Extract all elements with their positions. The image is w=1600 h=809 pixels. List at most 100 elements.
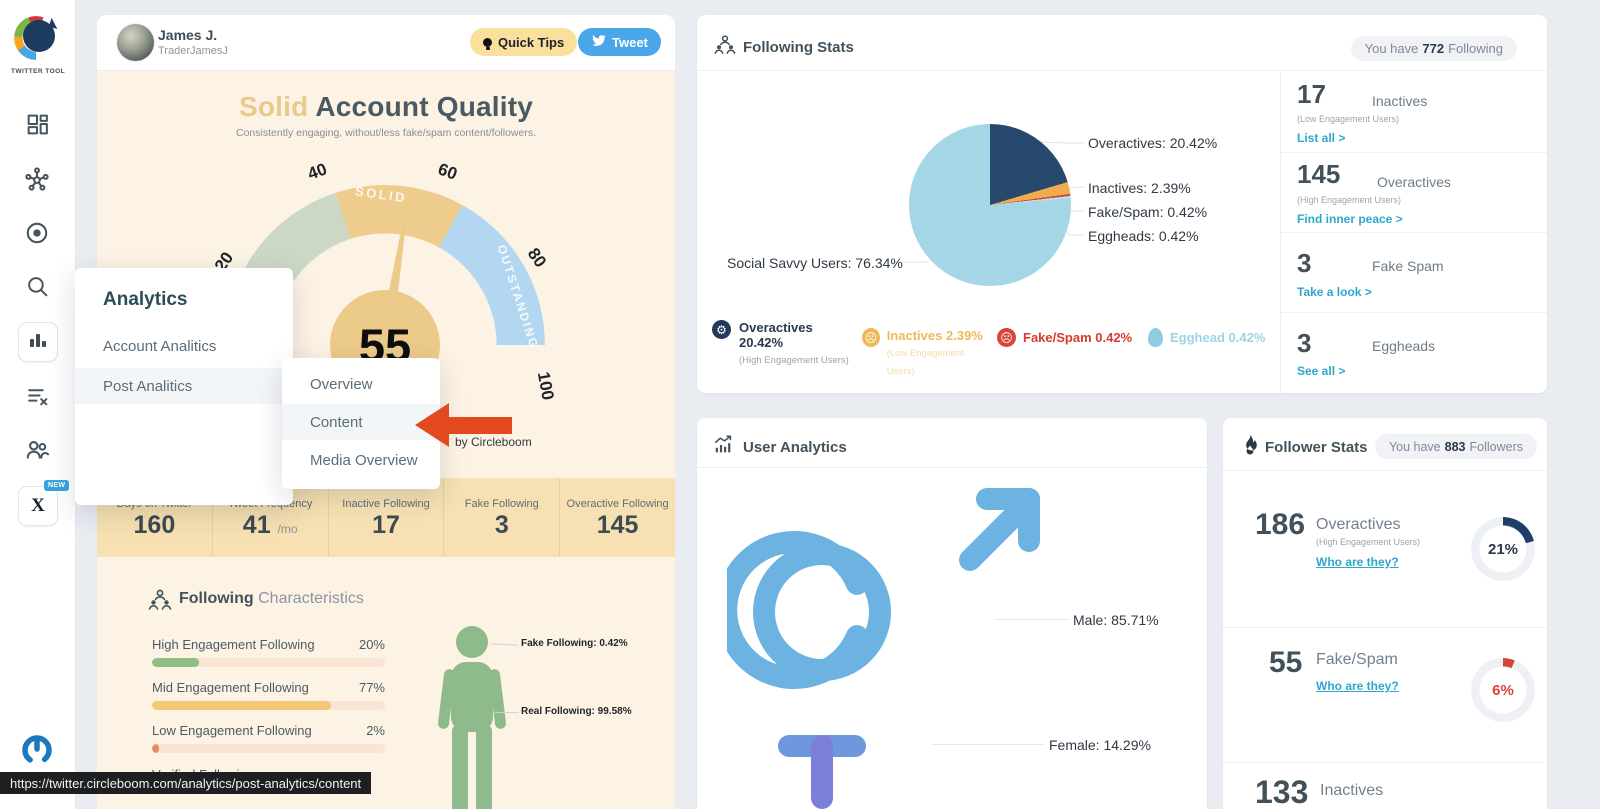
bar-track-mid — [152, 701, 385, 710]
tweet-label: Tweet — [612, 34, 648, 50]
sidebar-item-users[interactable] — [18, 432, 56, 470]
browser-status-bar: https://twitter.circleboom.com/analytics… — [0, 772, 372, 794]
profile-header: James J. TraderJamesJ Quick Tips Tweet — [97, 15, 675, 71]
quality-grade-word: Solid — [238, 91, 309, 122]
pie-label-eggheads: Eggheads: 0.42% — [1088, 228, 1199, 244]
find-inner-peace-link[interactable]: Find inner peace > — [1297, 212, 1403, 226]
callout-line-real — [495, 712, 519, 713]
bar-row-mid: Mid Engagement Following 77% — [152, 680, 385, 695]
gauge-tick-40: 40 — [305, 159, 330, 184]
x-logo-icon: X — [31, 495, 45, 516]
sidebar-item-search[interactable] — [18, 270, 56, 308]
submenu-item-media-overview[interactable]: Media Overview — [310, 451, 418, 469]
quality-title-rest: Account Quality — [315, 91, 534, 122]
bar-fill-high — [152, 658, 199, 667]
male-label: Male: 85.71% — [1073, 612, 1159, 628]
following-stats-pie-chart — [909, 124, 1071, 286]
bar-row-low: Low Engagement Following 2% — [152, 723, 385, 738]
twitter-bird-icon — [591, 34, 606, 50]
legend-egghead: Egghead 0.42% — [1148, 328, 1265, 347]
circleboom-logo[interactable] — [14, 16, 61, 62]
callout-real-following: Real Following: 99.58% — [521, 706, 632, 717]
sidebar-item-x-twitter[interactable]: X — [18, 486, 58, 526]
female-callout-line — [932, 744, 1044, 745]
who-are-they-link-overactives[interactable]: Who are they? — [1316, 555, 1399, 569]
sidebar-item-circle[interactable] — [18, 216, 56, 254]
legend-overactives: ⚙ Overactives 20.42% (High Engagement Us… — [712, 320, 849, 368]
arrow-head — [415, 403, 449, 447]
see-all-link[interactable]: See all > — [1297, 364, 1346, 378]
bulb-icon — [483, 37, 492, 50]
submenu-item-overview[interactable]: Overview — [310, 375, 373, 393]
analytics-menu-title: Analytics — [103, 289, 188, 310]
follower-stats-title: Follower Stats — [1265, 439, 1368, 456]
angry-face-icon: ☹ — [997, 328, 1016, 347]
follower-inactives-count: 133 — [1255, 774, 1309, 809]
sidebar-item-network[interactable] — [18, 162, 56, 200]
submenu-item-content[interactable]: Content — [282, 404, 440, 440]
page-title: Solid Account Quality — [97, 91, 675, 123]
egg-icon — [1148, 328, 1163, 347]
user-analytics-card: User Analytics Male: 85.71% Female: 1 — [697, 418, 1207, 809]
pie-label-inactives: Inactives: 2.39% — [1088, 180, 1191, 196]
follower-stats-card: Follower Stats You have 883 Followers 186 … — [1223, 418, 1547, 809]
female-label: Female: 14.29% — [1049, 737, 1151, 753]
pie-label-overactives: Overactives: 20.42% — [1088, 135, 1218, 151]
tweet-button[interactable]: Tweet — [578, 28, 661, 56]
dashboard-grid-icon — [25, 112, 50, 142]
stat-inactive-following: Inactive Following 17 — [329, 478, 445, 557]
twitter-tool-label: TWITTER TOOL — [10, 68, 66, 75]
sad-face-icon: ☹ — [862, 328, 880, 347]
menu-item-post-analytics[interactable]: Post Analitics — [75, 368, 293, 404]
avatar[interactable] — [117, 24, 154, 61]
sidebar-item-lists[interactable] — [18, 380, 56, 418]
list-all-link[interactable]: List all > — [1297, 131, 1346, 145]
logo-core — [23, 20, 55, 52]
gear-head-icon: ⚙ — [712, 320, 731, 339]
bar-row-high: High Engagement Following 20% — [152, 637, 385, 652]
follower-fake-spam-count: 55 — [1269, 646, 1303, 679]
callout-fake-following: Fake Following: 0.42% — [521, 638, 628, 649]
overactives-ring-chart: 21% — [1471, 517, 1535, 581]
sidebar: TWITTER TOOL X NEW — [0, 0, 76, 809]
flame-icon — [1241, 435, 1259, 462]
fake-spam-count: 3 — [1297, 248, 1312, 278]
stat-overactive-following: Overactive Following 145 — [566, 497, 669, 539]
sidebar-item-analytics-active[interactable] — [18, 322, 58, 362]
follower-count-badge: You have 883 Followers — [1374, 434, 1537, 459]
quick-tips-button[interactable]: Quick Tips — [470, 28, 578, 56]
following-stats-title: Following Stats — [743, 39, 854, 56]
status-url: https://twitter.circleboom.com/analytics… — [10, 775, 362, 791]
bar-track-low — [152, 744, 385, 753]
list-x-icon — [25, 384, 50, 414]
gauge-tick-100: 100 — [533, 370, 558, 402]
new-badge: NEW — [44, 480, 70, 491]
target-icon — [24, 220, 50, 251]
post-analytics-submenu: Overview Content Media Overview — [282, 358, 440, 489]
sidebar-item-dashboard[interactable] — [18, 108, 56, 146]
menu-item-account-analytics[interactable]: Account Analitics — [103, 337, 217, 355]
gender-symbols-graphic — [727, 488, 1040, 809]
follower-overactives-count: 186 — [1255, 508, 1306, 541]
power-icon — [20, 735, 54, 771]
pie-label-social-savvy: Social Savvy Users: 76.34% — [727, 255, 903, 271]
who-are-they-link-fake[interactable]: Who are they? — [1316, 679, 1399, 693]
arrow-shaft — [448, 416, 512, 434]
help-widget-button[interactable] — [20, 733, 54, 767]
column-divider — [1280, 70, 1281, 393]
search-icon — [25, 274, 50, 304]
pie-label-fake-spam: Fake/Spam: 0.42% — [1088, 204, 1208, 220]
gauge-caption-right: by Circleboom — [455, 435, 532, 449]
person-figure — [437, 625, 507, 809]
eggheads-count: 3 — [1297, 328, 1312, 358]
analytics-menu: Analytics Account Analitics Post Analiti… — [75, 268, 293, 505]
legend-inactives: ☹ Inactives 2.39% (Low Engagement Users) — [862, 328, 987, 379]
following-stats-card: Following Stats You have 772 Following Ove… — [697, 15, 1547, 393]
overactives-count: 145 — [1297, 159, 1341, 189]
male-callout-line — [995, 619, 1069, 620]
take-a-look-link[interactable]: Take a look > — [1297, 285, 1372, 299]
legend-fake-spam: ☹ Fake/Spam 0.42% — [997, 328, 1132, 347]
bar-fill-low — [152, 744, 159, 753]
bar-track-high — [152, 658, 385, 667]
